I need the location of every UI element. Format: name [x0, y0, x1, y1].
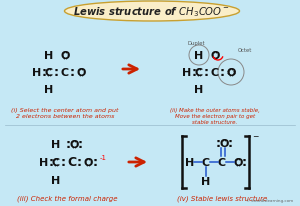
- Text: C: C: [61, 68, 69, 78]
- Text: Duplet: Duplet: [187, 40, 205, 45]
- Text: −: −: [252, 132, 258, 141]
- Text: H: H: [182, 68, 192, 78]
- Text: :: :: [220, 66, 224, 79]
- Text: C: C: [68, 156, 76, 169]
- Text: O: O: [76, 68, 86, 78]
- Text: O: O: [219, 138, 229, 148]
- Text: C: C: [52, 157, 60, 167]
- Text: :: :: [49, 156, 53, 169]
- Text: H: H: [51, 175, 61, 185]
- Text: © knordislearning.com: © knordislearning.com: [246, 198, 293, 202]
- Text: :: :: [76, 156, 82, 169]
- Text: H: H: [194, 85, 204, 95]
- Text: :: :: [92, 156, 98, 169]
- Text: (ii) Make the outer atoms stable,
Move the electron pair to get
stable structure: (ii) Make the outer atoms stable, Move t…: [170, 108, 260, 124]
- Text: O: O: [233, 157, 243, 167]
- Text: C: C: [202, 157, 210, 167]
- Text: O: O: [226, 68, 236, 78]
- Text: Lewis structure of $\mathit{CH_3COO^-}$: Lewis structure of $\mathit{CH_3COO^-}$: [74, 5, 230, 19]
- Text: O: O: [210, 51, 220, 61]
- Text: :: :: [41, 66, 46, 79]
- Text: :: :: [61, 156, 65, 169]
- Text: H: H: [44, 51, 54, 61]
- Text: H: H: [185, 157, 195, 167]
- Text: :: :: [70, 66, 74, 79]
- Text: C: C: [45, 68, 53, 78]
- Text: (i) Select the center atom and put
2 electrons between the atoms: (i) Select the center atom and put 2 ele…: [11, 108, 119, 118]
- Text: H: H: [194, 51, 204, 61]
- Text: O: O: [83, 157, 93, 167]
- Text: :: :: [215, 137, 220, 150]
- Text: H: H: [32, 68, 42, 78]
- Text: :: :: [65, 138, 70, 151]
- Text: (iv) Stable lewis structure: (iv) Stable lewis structure: [177, 194, 267, 201]
- Text: C: C: [195, 68, 203, 78]
- Text: H: H: [201, 176, 211, 186]
- Ellipse shape: [64, 2, 239, 22]
- Text: :: :: [227, 137, 232, 150]
- Text: (iii) Check the formal charge: (iii) Check the formal charge: [17, 194, 117, 201]
- Text: :: :: [77, 138, 83, 151]
- Text: C: C: [218, 157, 226, 167]
- Text: H: H: [39, 157, 49, 167]
- Text: :: :: [203, 66, 208, 79]
- Text: O: O: [60, 51, 70, 61]
- Text: :: :: [191, 66, 196, 79]
- Text: C: C: [211, 68, 219, 78]
- Text: H: H: [44, 85, 54, 95]
- Text: :: :: [242, 156, 247, 169]
- Text: :: :: [53, 66, 58, 79]
- Text: H: H: [51, 139, 61, 149]
- Text: -1: -1: [100, 154, 106, 160]
- Text: Octet: Octet: [238, 48, 252, 53]
- Text: O: O: [69, 139, 79, 149]
